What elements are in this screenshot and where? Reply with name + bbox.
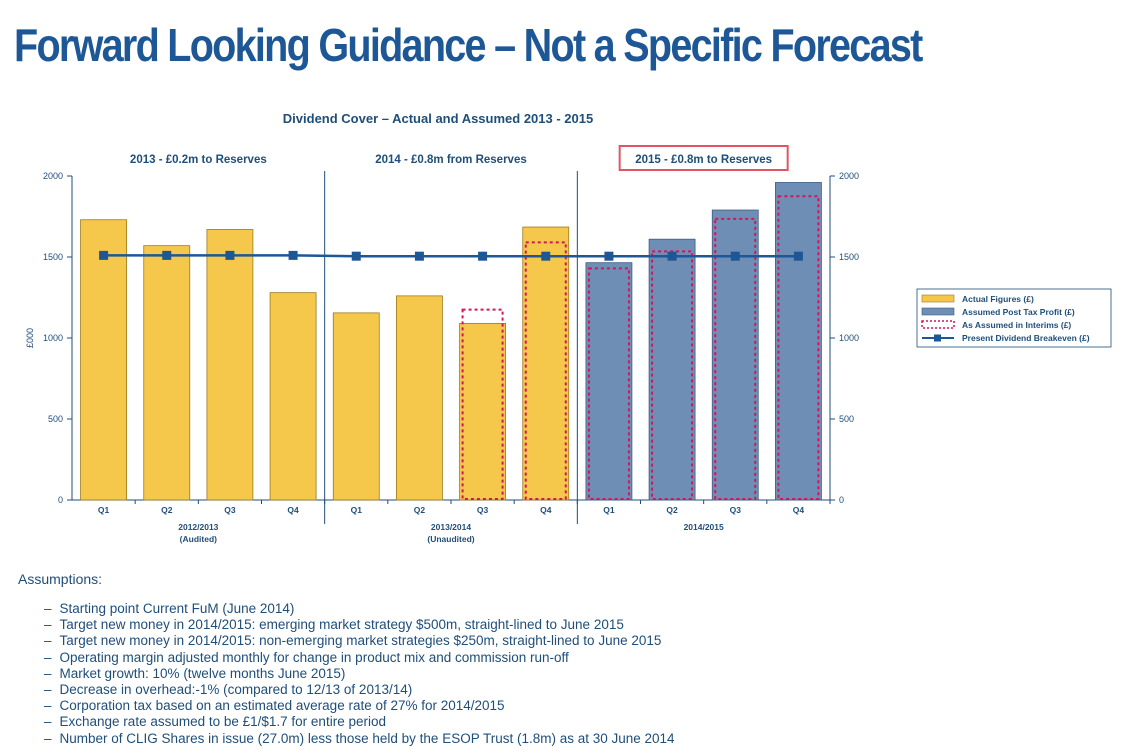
interim-assumption-bar xyxy=(777,195,820,500)
assumptions-heading: Assumptions: xyxy=(18,571,103,587)
assumption-item: Target new money in 2014/2015: non-emerg… xyxy=(44,633,1108,649)
assumed-bar xyxy=(585,262,633,501)
x-tick-label: Q3 xyxy=(224,505,236,515)
actual-bar xyxy=(206,229,254,501)
legend-swatch-interim xyxy=(921,320,955,329)
actual-bar xyxy=(522,226,570,501)
legend-swatch-breakeven-marker xyxy=(934,334,941,342)
legend-swatch-actual xyxy=(921,294,955,303)
y-tick-label-left: 0 xyxy=(58,495,63,505)
actual-bar xyxy=(143,245,191,501)
chart-title: Dividend Cover – Actual and Assumed 2013… xyxy=(283,111,593,126)
assumed-bar xyxy=(648,238,696,501)
x-tick-label: Q4 xyxy=(540,505,552,515)
breakeven-point xyxy=(604,251,614,261)
assumption-item: Number of CLIG Shares in issue (27.0m) l… xyxy=(44,731,1108,747)
y-tick-label-right: 2000 xyxy=(839,171,859,181)
actual-bar xyxy=(332,312,380,501)
breakeven-point xyxy=(351,251,361,261)
breakeven-point xyxy=(793,251,803,261)
y-tick-label-left: 500 xyxy=(48,414,63,424)
y-tick-label-right: 1000 xyxy=(839,333,859,343)
breakeven-point xyxy=(478,251,488,261)
assumption-item: Market growth: 10% (twelve months June 2… xyxy=(44,666,1108,682)
legend-entry: Present Dividend Breakeven (£) xyxy=(962,333,1090,343)
group-header: 2013 - £0.2m to Reserves xyxy=(130,154,267,166)
x-tick-label: Q1 xyxy=(98,505,110,515)
y-tick-label-right: 1500 xyxy=(839,252,859,262)
breakeven-point xyxy=(162,250,172,260)
breakeven-point xyxy=(730,251,740,261)
x-tick-label: Q1 xyxy=(351,505,363,515)
breakeven-point xyxy=(414,251,424,261)
breakeven-point xyxy=(225,250,235,260)
x-tick-label: Q4 xyxy=(793,505,805,515)
x-tick-label: Q2 xyxy=(161,505,173,515)
group-header: 2014 - £0.8m from Reserves xyxy=(375,154,527,166)
assumption-item: Corporation tax based on an estimated av… xyxy=(44,698,1108,714)
breakeven-line xyxy=(103,254,799,258)
legend-swatch-assumed xyxy=(921,307,955,316)
y-tick-label-left: 2000 xyxy=(43,171,63,181)
group-label: 2012/2013 xyxy=(178,522,218,532)
interim-assumption-bar xyxy=(587,267,630,500)
actual-bar xyxy=(80,219,127,501)
x-tick-label: Q2 xyxy=(666,505,678,515)
chart-legend: Actual Figures (£) Assumed Post Tax Profi… xyxy=(916,288,1112,348)
actual-bar xyxy=(396,295,443,501)
x-tick-label: Q1 xyxy=(603,505,615,515)
group-sublabel: (Audited) xyxy=(180,534,217,544)
group-label: 2014/2015 xyxy=(684,522,724,532)
assumed-bar xyxy=(775,182,822,501)
y-axis-label: £000 xyxy=(25,328,35,348)
assumption-item: Exchange rate assumed to be £1/$1.7 for … xyxy=(44,714,1108,730)
x-tick-label: Q3 xyxy=(730,505,742,515)
legend-entry: As Assumed in Interims (£) xyxy=(962,320,1071,330)
group-sublabel: (Unaudited) xyxy=(427,534,474,544)
actual-bar xyxy=(459,323,506,501)
group-header-highlight xyxy=(618,145,789,171)
y-tick-label-left: 1500 xyxy=(43,252,63,262)
interim-assumption-bar xyxy=(524,241,567,500)
group-label: 2013/2014 xyxy=(431,522,471,532)
interim-assumption-bar xyxy=(714,217,757,500)
y-tick-label-right: 500 xyxy=(839,414,854,424)
actual-bar xyxy=(269,292,317,501)
page-title: Forward Looking Guidance – Not a Specifi… xyxy=(14,19,923,71)
x-tick-label: Q3 xyxy=(477,505,489,515)
group-header: 2015 - £0.8m to Reserves xyxy=(635,154,772,166)
dividend-cover-chart: Dividend Cover – Actual and Assumed 2013… xyxy=(25,111,1112,544)
assumptions-section: Assumptions: Starting point Current FuM … xyxy=(18,571,1108,747)
x-tick-label: Q2 xyxy=(414,505,426,515)
x-tick-label: Q4 xyxy=(287,505,299,515)
assumption-item: Operating margin adjusted monthly for ch… xyxy=(44,650,1108,666)
legend-entry: Actual Figures (£) xyxy=(962,294,1034,304)
interim-assumption-bar xyxy=(461,308,504,500)
assumption-item: Starting point Current FuM (June 2014) xyxy=(44,601,1108,617)
legend-entry: Assumed Post Tax Profit (£) xyxy=(962,307,1075,317)
y-tick-label-right: 0 xyxy=(839,495,844,505)
interim-assumption-bar xyxy=(651,250,694,500)
breakeven-point xyxy=(99,250,109,260)
assumptions-list: Starting point Current FuM (June 2014)Ta… xyxy=(18,601,1108,747)
y-tick-label-left: 1000 xyxy=(43,333,63,343)
assumption-item: Target new money in 2014/2015: emerging … xyxy=(44,617,1108,633)
breakeven-point xyxy=(667,251,677,261)
assumption-item: Decrease in overhead:-1% (compared to 12… xyxy=(44,682,1108,698)
breakeven-point xyxy=(541,251,551,261)
breakeven-point xyxy=(288,250,298,260)
